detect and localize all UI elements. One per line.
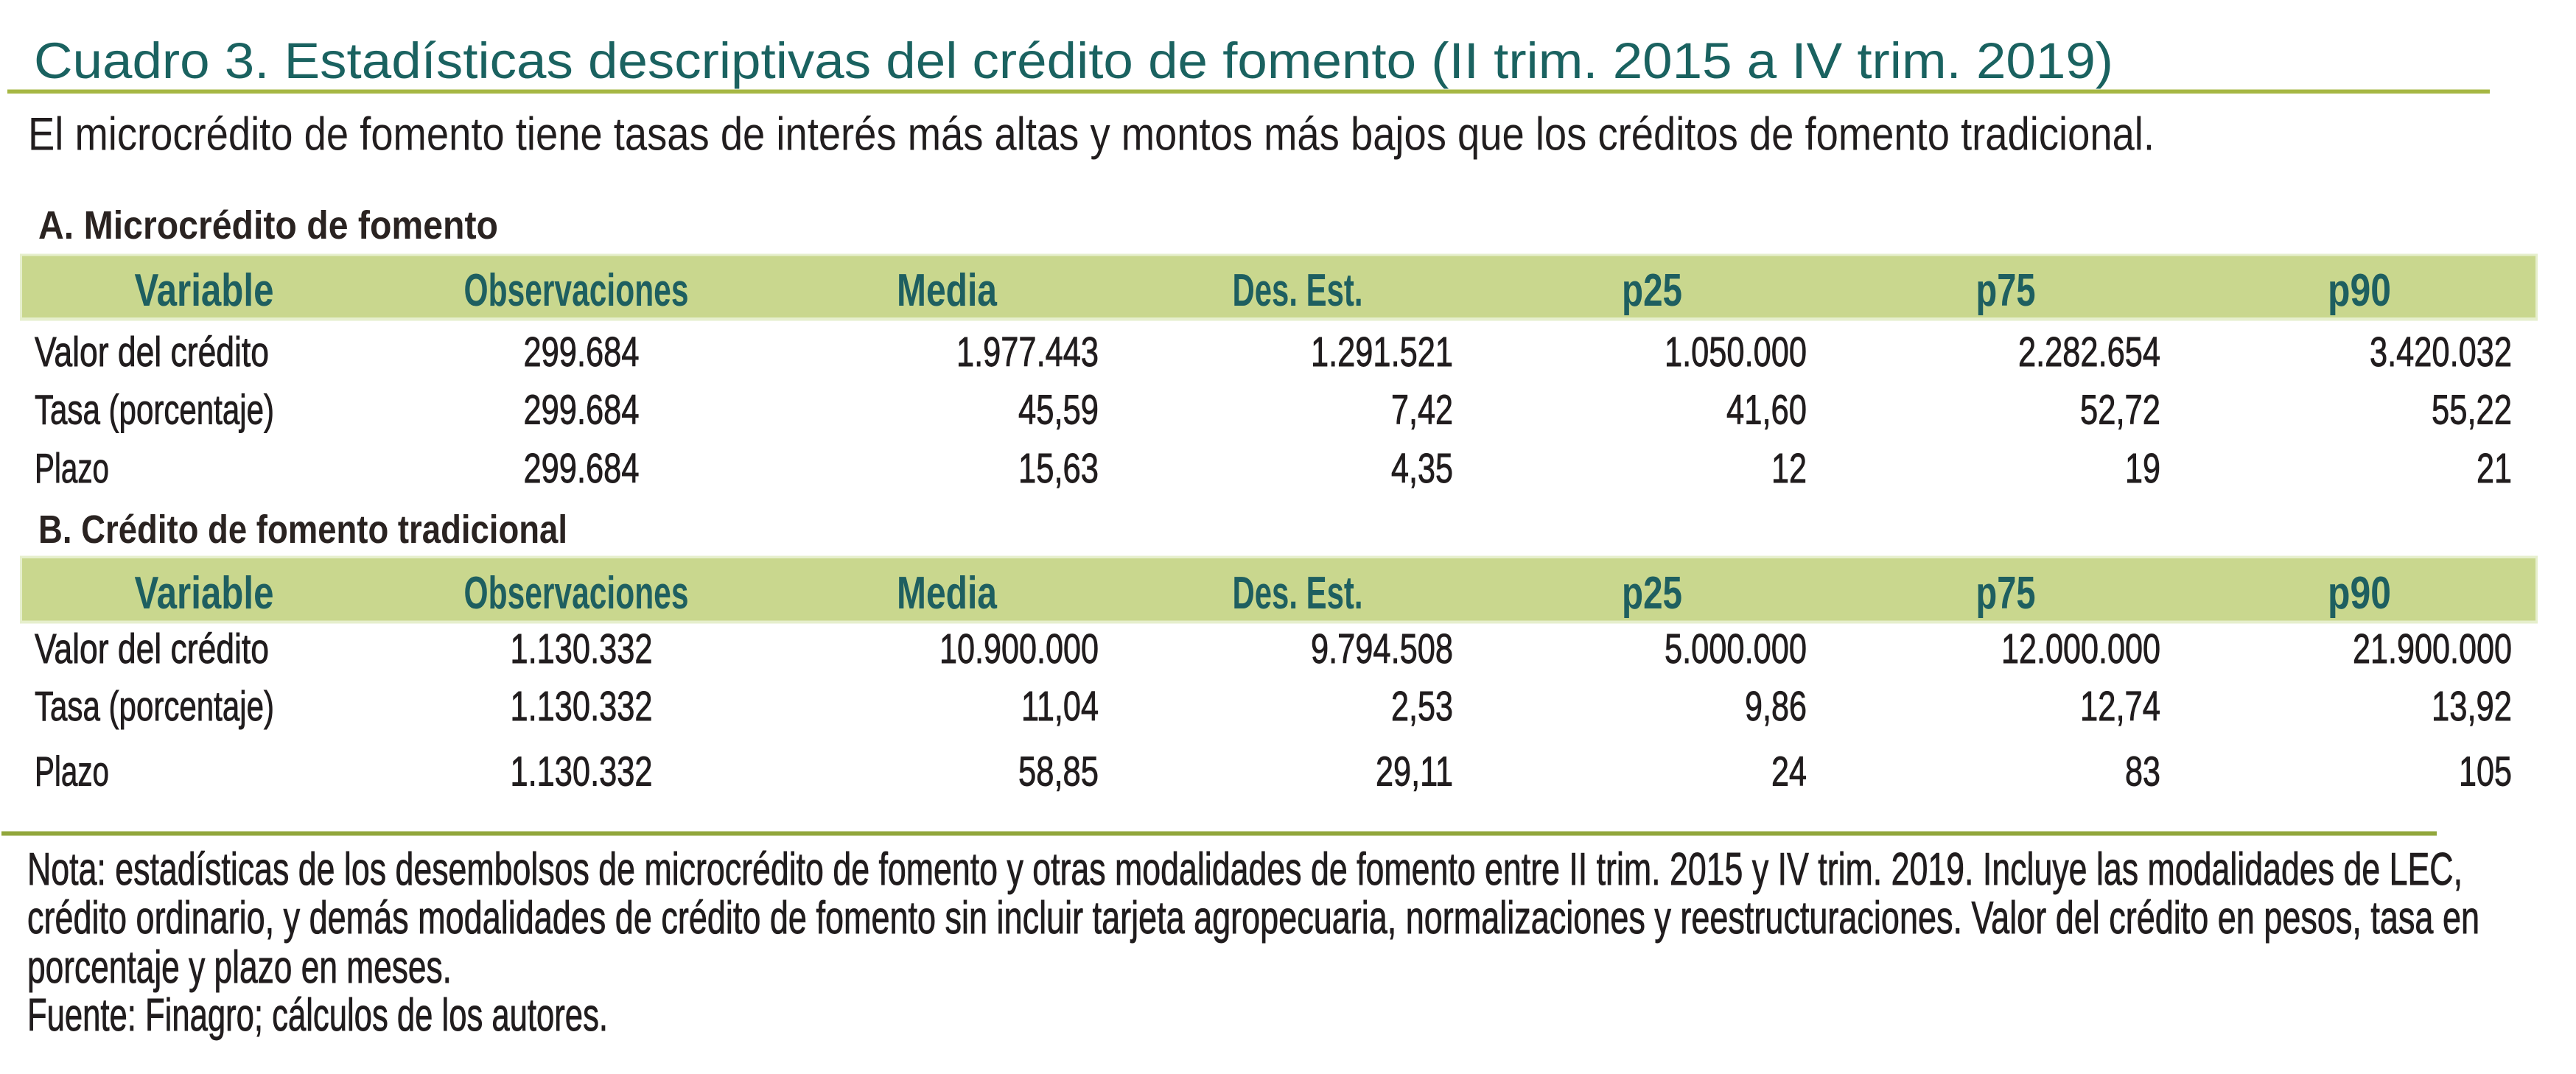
svg-text:19: 19 [2125, 445, 2160, 492]
svg-text:21: 21 [2477, 445, 2512, 492]
svg-text:83: 83 [2125, 748, 2160, 796]
svg-text:5.000.000: 5.000.000 [1665, 625, 1807, 673]
svg-text:p25: p25 [1622, 568, 1682, 619]
svg-text:Fuente: Finagro; cálculos de l: Fuente: Finagro; cálculos de los autores… [27, 990, 608, 1041]
svg-text:B. Crédito de fomento tradicio: B. Crédito de fomento tradicional [38, 508, 567, 552]
svg-text:1.130.332: 1.130.332 [511, 625, 653, 673]
svg-text:Observaciones: Observaciones [464, 568, 689, 619]
svg-text:45,59: 45,59 [1018, 387, 1099, 434]
svg-text:12: 12 [1771, 445, 1807, 492]
svg-text:13,92: 13,92 [2432, 683, 2512, 730]
svg-text:7,42: 7,42 [1391, 387, 1453, 434]
svg-text:9,86: 9,86 [1745, 683, 1807, 730]
svg-text:9.794.508: 9.794.508 [1311, 625, 1453, 673]
svg-text:p90: p90 [2328, 568, 2391, 619]
svg-text:15,63: 15,63 [1018, 445, 1099, 492]
svg-text:Cuadro 3. Estadísticas descrip: Cuadro 3. Estadísticas descriptivas del … [34, 32, 2113, 89]
svg-text:p75: p75 [1976, 265, 2036, 316]
svg-text:Plazo: Plazo [35, 445, 109, 492]
svg-text:El microcrédito de fomento tie: El microcrédito de fomento tiene tasas d… [28, 109, 2155, 161]
svg-text:1.977.443: 1.977.443 [956, 329, 1099, 376]
svg-text:Tasa (porcentaje): Tasa (porcentaje) [35, 387, 274, 434]
svg-text:Tasa (porcentaje): Tasa (porcentaje) [35, 683, 274, 730]
svg-text:41,60: 41,60 [1726, 387, 1807, 434]
svg-text:1.291.521: 1.291.521 [1311, 329, 1453, 376]
svg-text:299.684: 299.684 [524, 329, 640, 376]
svg-text:Valor del crédito: Valor del crédito [35, 329, 269, 376]
svg-text:1.050.000: 1.050.000 [1665, 329, 1807, 376]
svg-text:p75: p75 [1976, 568, 2036, 619]
svg-text:1.130.332: 1.130.332 [511, 683, 653, 730]
svg-text:12.000.000: 12.000.000 [2001, 625, 2160, 673]
svg-text:crédito ordinario, y demás mod: crédito ordinario, y demás modalidades d… [27, 893, 2479, 944]
svg-text:Observaciones: Observaciones [464, 265, 689, 316]
svg-text:A. Microcrédito de fomento: A. Microcrédito de fomento [38, 203, 498, 248]
svg-text:2,53: 2,53 [1391, 683, 1453, 730]
svg-text:Media: Media [897, 568, 997, 619]
svg-text:Valor del crédito: Valor del crédito [35, 625, 269, 673]
svg-text:11,04: 11,04 [1021, 683, 1099, 730]
svg-text:Des. Est.: Des. Est. [1233, 265, 1363, 316]
svg-text:24: 24 [1771, 748, 1807, 796]
svg-text:3.420.032: 3.420.032 [2370, 329, 2512, 376]
svg-text:10.900.000: 10.900.000 [939, 625, 1099, 673]
svg-text:12,74: 12,74 [2080, 683, 2160, 730]
svg-text:105: 105 [2459, 748, 2512, 796]
svg-text:1.130.332: 1.130.332 [511, 748, 653, 796]
svg-text:55,22: 55,22 [2432, 387, 2512, 434]
svg-text:p90: p90 [2328, 265, 2391, 316]
svg-text:58,85: 58,85 [1018, 748, 1099, 796]
svg-text:Variable: Variable [135, 265, 274, 316]
svg-text:Des. Est.: Des. Est. [1233, 568, 1363, 619]
svg-text:299.684: 299.684 [524, 445, 640, 492]
svg-text:p25: p25 [1622, 265, 1682, 316]
svg-text:2.282.654: 2.282.654 [2018, 329, 2160, 376]
svg-text:Media: Media [897, 265, 997, 316]
svg-text:52,72: 52,72 [2080, 387, 2160, 434]
svg-text:Nota: estadísticas de los dese: Nota: estadísticas de los desembolsos de… [27, 844, 2463, 895]
svg-text:21.900.000: 21.900.000 [2353, 625, 2512, 673]
svg-text:Plazo: Plazo [35, 748, 109, 796]
svg-text:Variable: Variable [135, 568, 274, 619]
svg-text:porcentaje y plazo en meses.: porcentaje y plazo en meses. [27, 942, 452, 993]
svg-text:29,11: 29,11 [1376, 748, 1453, 796]
svg-text:4,35: 4,35 [1391, 445, 1453, 492]
svg-text:299.684: 299.684 [524, 387, 640, 434]
